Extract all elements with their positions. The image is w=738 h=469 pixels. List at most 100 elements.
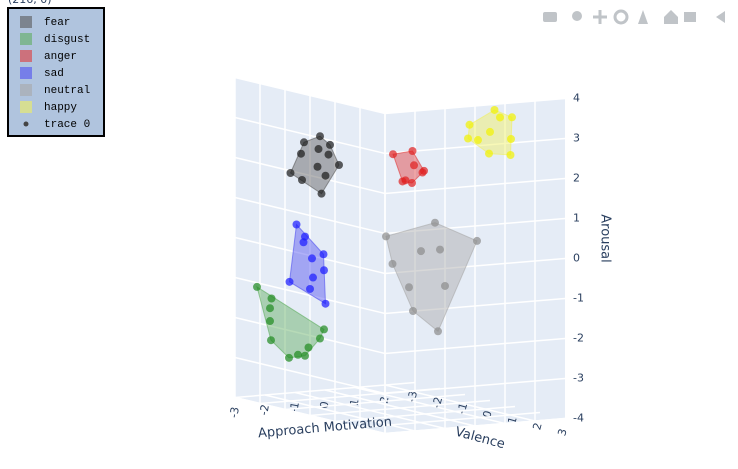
legend-swatch <box>20 67 32 79</box>
point <box>418 168 427 177</box>
legend-swatch <box>20 33 32 45</box>
grid-line <box>234 116 386 155</box>
point <box>306 284 314 293</box>
grid-line <box>234 396 386 435</box>
grid-line <box>234 76 386 115</box>
point <box>408 179 416 187</box>
point <box>398 177 407 186</box>
point <box>316 334 324 343</box>
point <box>294 350 302 359</box>
point <box>335 161 343 169</box>
grid-line <box>234 196 386 235</box>
point <box>465 120 474 129</box>
point <box>321 171 330 180</box>
grid-line <box>284 393 466 411</box>
legend-box <box>7 7 105 137</box>
logo-icon[interactable] <box>716 11 725 23</box>
legend-swatch <box>20 50 32 62</box>
orbit-icon[interactable] <box>613 9 629 25</box>
y-tick-label: 2 <box>530 421 544 431</box>
point <box>308 254 316 263</box>
y-axis-title: Valence <box>453 425 506 453</box>
point <box>436 245 444 254</box>
grid-line <box>234 156 386 195</box>
grid-line <box>384 377 566 395</box>
z-tick-label: 1 <box>573 212 580 225</box>
pan-icon[interactable] <box>593 10 607 24</box>
z-tick-label: 3 <box>573 132 580 145</box>
point <box>299 238 308 247</box>
point <box>253 282 261 291</box>
point <box>485 149 493 158</box>
corner-text: (216, 0) <box>8 0 52 6</box>
z-tick-label: 4 <box>573 92 580 105</box>
point <box>382 232 390 241</box>
grid-line <box>359 411 541 429</box>
legend-marker <box>23 121 29 127</box>
grid-line <box>234 276 386 315</box>
point <box>298 176 306 184</box>
z-tick-label: 0 <box>573 252 580 265</box>
legend-swatch <box>20 84 32 96</box>
x-tick-label: 1 <box>347 398 361 407</box>
point <box>410 161 418 170</box>
point <box>474 136 482 145</box>
point <box>473 236 481 245</box>
legend-swatch <box>20 101 32 113</box>
y-tick-label: 0 <box>480 409 494 419</box>
point <box>486 127 494 136</box>
scene: -3-2-1012-3-2-10123-4-3-2-101234Approach… <box>227 76 613 453</box>
point <box>319 250 328 259</box>
point <box>309 273 317 282</box>
point <box>405 283 413 292</box>
point <box>321 299 330 308</box>
point <box>326 140 334 149</box>
legend-label: happy <box>44 102 77 114</box>
grid-line <box>384 417 566 435</box>
point <box>267 294 276 303</box>
x-tick-label: 0 <box>317 400 331 409</box>
point <box>285 353 293 362</box>
x-tick-label: -2 <box>257 403 272 416</box>
point <box>300 138 308 147</box>
point <box>301 351 309 360</box>
point <box>320 266 328 275</box>
z-tick-label: 2 <box>573 172 580 185</box>
legend-label: neutral <box>44 85 90 97</box>
point <box>507 135 515 143</box>
y-tick-label: 3 <box>555 427 569 437</box>
legend-label: trace 0 <box>44 119 90 131</box>
point <box>431 218 439 227</box>
point <box>320 325 328 334</box>
z-tick-label: -3 <box>573 372 584 385</box>
point <box>267 336 275 345</box>
grid-line <box>309 399 491 417</box>
camera-view-icon[interactable] <box>684 12 696 22</box>
point <box>313 162 322 171</box>
point <box>417 247 425 256</box>
zoom-icon[interactable] <box>572 11 582 21</box>
grid-line <box>334 405 516 423</box>
home-icon[interactable] <box>664 10 678 24</box>
legend-label: sad <box>44 68 64 80</box>
grid-line <box>384 97 566 115</box>
point <box>286 169 295 177</box>
point <box>316 132 324 141</box>
point <box>388 259 397 268</box>
z-tick-label: -1 <box>573 292 584 305</box>
point <box>441 281 449 290</box>
grid-line <box>384 257 566 275</box>
z-axis-title: Arousal <box>598 214 613 263</box>
turntable-icon[interactable] <box>638 10 648 24</box>
z-tick-label: -4 <box>573 412 584 425</box>
point <box>464 134 472 143</box>
z-tick-label: -2 <box>573 332 584 345</box>
point <box>409 307 417 315</box>
point <box>490 105 499 114</box>
grid-line <box>384 177 566 195</box>
grid-line <box>384 337 566 355</box>
point <box>389 150 397 159</box>
point <box>496 113 504 122</box>
camera-icon[interactable] <box>543 12 557 22</box>
